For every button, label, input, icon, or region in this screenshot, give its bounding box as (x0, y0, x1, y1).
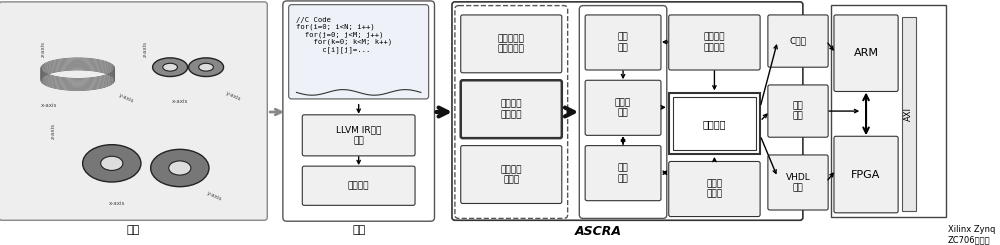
Bar (669, 93, 760, 154)
Text: 流水线划
分模型: 流水线划 分模型 (501, 165, 522, 184)
FancyBboxPatch shape (585, 15, 661, 70)
FancyBboxPatch shape (461, 146, 562, 204)
FancyBboxPatch shape (585, 146, 661, 201)
Text: z-axis: z-axis (41, 40, 46, 57)
Text: 软硬件
划分: 软硬件 划分 (615, 98, 631, 118)
FancyBboxPatch shape (455, 6, 568, 218)
Text: Xilinx Zynq
ZC706验证板: Xilinx Zynq ZC706验证板 (948, 225, 995, 244)
Ellipse shape (163, 63, 177, 71)
Bar (902, 17, 916, 211)
Text: LLVM IR中间
代码: LLVM IR中间 代码 (336, 126, 381, 145)
Ellipse shape (199, 63, 213, 71)
Text: y-axis: y-axis (118, 92, 135, 104)
Ellipse shape (101, 156, 123, 171)
Text: 代码优化: 代码优化 (348, 181, 369, 190)
FancyBboxPatch shape (283, 1, 434, 221)
FancyBboxPatch shape (579, 6, 667, 218)
Bar (831, 5, 946, 218)
Bar (673, 97, 756, 150)
Text: ASCRA: ASCRA (575, 225, 622, 238)
Text: x-axis: x-axis (108, 201, 125, 206)
Text: 代码生成: 代码生成 (703, 119, 726, 129)
Text: 并行存
储模型: 并行存 储模型 (706, 179, 722, 199)
Text: 应用: 应用 (127, 225, 140, 235)
FancyBboxPatch shape (302, 166, 415, 205)
Text: 前端: 前端 (352, 225, 365, 235)
Text: 资源
评估: 资源 评估 (618, 163, 628, 183)
FancyBboxPatch shape (768, 15, 828, 67)
Text: 性能
评估: 性能 评估 (618, 33, 628, 52)
Text: //C Code
for(i=0; i<N; i++)
  for(j=0; j<M; j++)
    for(k=0; k<M; k++)
      c[: //C Code for(i=0; i<N; i++) for(j=0; j<M… (296, 17, 393, 53)
Ellipse shape (189, 58, 224, 76)
Ellipse shape (83, 145, 141, 182)
FancyBboxPatch shape (302, 115, 415, 156)
Text: 并行编译
优化技术: 并行编译 优化技术 (704, 33, 725, 52)
Text: x-axis: x-axis (40, 103, 57, 108)
FancyBboxPatch shape (669, 161, 760, 217)
FancyBboxPatch shape (585, 80, 661, 135)
Ellipse shape (153, 58, 188, 76)
Text: 启动间距
自动分析: 启动间距 自动分析 (501, 99, 522, 119)
FancyBboxPatch shape (461, 15, 562, 73)
Text: C程序: C程序 (790, 37, 807, 46)
FancyBboxPatch shape (461, 80, 562, 138)
Text: z-axis: z-axis (143, 40, 148, 57)
FancyBboxPatch shape (452, 2, 803, 220)
Text: y-axis: y-axis (205, 190, 222, 202)
Ellipse shape (151, 149, 209, 187)
Text: 接口
驱动: 接口 驱动 (793, 101, 803, 121)
FancyBboxPatch shape (834, 15, 898, 91)
Text: y-axis: y-axis (225, 90, 242, 102)
Text: ARM: ARM (854, 48, 879, 58)
Text: 数据依赖关
系分析模型: 数据依赖关 系分析模型 (498, 34, 525, 54)
Text: FPGA: FPGA (851, 170, 881, 180)
FancyBboxPatch shape (834, 136, 898, 213)
FancyBboxPatch shape (669, 15, 760, 70)
Text: x-axis: x-axis (172, 99, 188, 104)
FancyBboxPatch shape (768, 85, 828, 137)
FancyBboxPatch shape (289, 5, 429, 99)
Text: AXI: AXI (904, 107, 913, 121)
Text: z-axis: z-axis (51, 123, 56, 139)
Text: VHDL
代码: VHDL 代码 (786, 173, 810, 192)
FancyBboxPatch shape (768, 155, 828, 210)
Ellipse shape (169, 161, 191, 175)
FancyBboxPatch shape (0, 2, 267, 220)
